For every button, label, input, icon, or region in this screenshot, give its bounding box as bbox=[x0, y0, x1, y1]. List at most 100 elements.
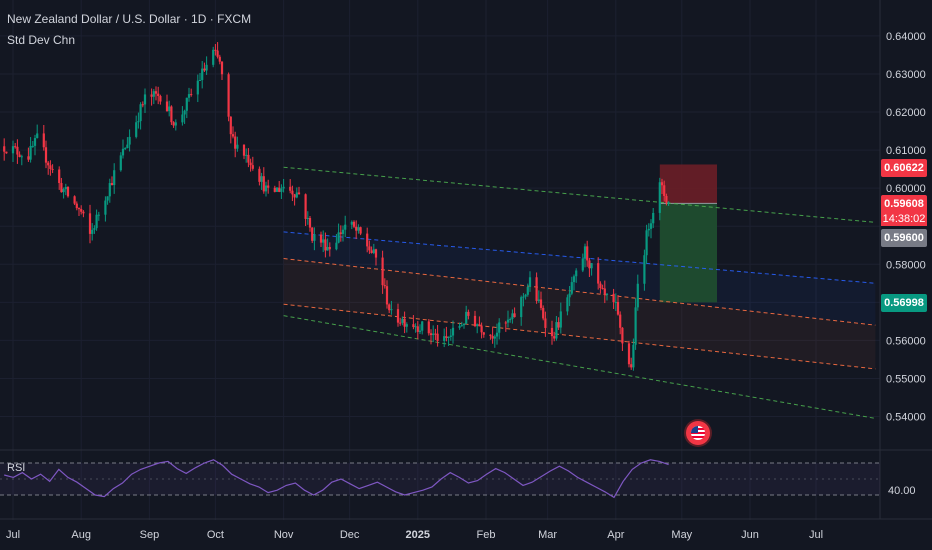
candle-body bbox=[20, 156, 23, 158]
rsi-pane-label[interactable]: RSI bbox=[7, 462, 26, 474]
channel-mid-line bbox=[283, 231, 876, 284]
candle-body bbox=[412, 324, 415, 327]
candle-body bbox=[421, 321, 424, 331]
candle-body bbox=[385, 286, 389, 305]
candle-body bbox=[91, 229, 94, 234]
channel-fills bbox=[283, 231, 876, 369]
candle-body bbox=[324, 239, 327, 251]
candle-body bbox=[381, 257, 384, 286]
candle-body bbox=[291, 190, 294, 195]
candle-body bbox=[326, 246, 329, 251]
candle-body bbox=[49, 165, 52, 169]
candle-body bbox=[550, 327, 554, 337]
candle-body bbox=[542, 307, 545, 319]
target-price-tag: 0.56998 bbox=[881, 294, 927, 312]
candle-body bbox=[128, 136, 131, 145]
candle-body bbox=[227, 74, 230, 117]
candle-body bbox=[374, 249, 378, 258]
candle-body bbox=[632, 344, 635, 368]
candle-body bbox=[368, 246, 371, 251]
price-tick-label: 0.64000 bbox=[886, 31, 926, 43]
entry-price-tag: 0.59600 bbox=[881, 229, 927, 247]
candle-body bbox=[229, 116, 232, 135]
candle-body bbox=[627, 343, 631, 365]
candle-body bbox=[403, 318, 406, 327]
channel-outer-lower bbox=[283, 315, 876, 419]
candle-body bbox=[14, 146, 17, 148]
candle-body bbox=[308, 218, 312, 228]
symbol-title[interactable]: New Zealand Dollar / U.S. Dollar · 1D · … bbox=[7, 12, 252, 26]
candle-body bbox=[451, 327, 455, 336]
candle-body bbox=[181, 114, 184, 123]
candle-body bbox=[388, 304, 391, 311]
time-axis: Jul Aug Sep Oct Nov Dec 2025 Feb Mar Apr May Jun Jul bbox=[6, 529, 823, 541]
candle-body bbox=[183, 110, 186, 115]
candle-body bbox=[80, 209, 83, 212]
candle-body bbox=[143, 94, 147, 105]
candle-body bbox=[449, 335, 452, 338]
candle-body bbox=[601, 288, 604, 290]
stop-price-tag: 0.60622 bbox=[881, 159, 927, 177]
indicator-label[interactable]: Std Dev Chn bbox=[7, 33, 76, 47]
candle-body bbox=[553, 336, 556, 339]
candle-body bbox=[64, 187, 67, 190]
candle-body bbox=[304, 194, 307, 219]
candle-body bbox=[11, 146, 15, 154]
time-tick-label: 2025 bbox=[406, 529, 430, 541]
candle-body bbox=[599, 283, 602, 289]
candle-body bbox=[539, 299, 543, 308]
candle-body bbox=[220, 61, 224, 75]
candle-body bbox=[660, 182, 664, 186]
candle-body bbox=[51, 168, 54, 170]
candle-body bbox=[16, 146, 19, 155]
channel-outer-upper bbox=[283, 166, 876, 223]
candle-body bbox=[275, 187, 279, 192]
candle-body bbox=[445, 336, 448, 338]
candle-body bbox=[649, 223, 653, 229]
candle-body bbox=[319, 234, 323, 243]
candle-body bbox=[47, 162, 50, 166]
candle-body bbox=[185, 97, 188, 111]
candle-body bbox=[586, 246, 589, 261]
time-tick-label: Nov bbox=[274, 529, 294, 541]
candle-body bbox=[658, 182, 661, 213]
candle-body bbox=[260, 176, 263, 182]
candle-body bbox=[458, 326, 461, 328]
candle-body bbox=[350, 221, 353, 225]
candle-body bbox=[491, 335, 494, 339]
candle-body bbox=[95, 214, 98, 229]
candle-body bbox=[372, 249, 375, 253]
candle-body bbox=[480, 326, 483, 333]
candle-body bbox=[575, 270, 578, 277]
candle-body bbox=[201, 68, 204, 80]
candle-body bbox=[60, 183, 63, 193]
candle-body bbox=[322, 239, 325, 243]
candle-body bbox=[106, 196, 109, 201]
candle-body bbox=[583, 246, 587, 259]
candle-body bbox=[418, 330, 422, 332]
candle-body bbox=[113, 170, 116, 186]
candle-body bbox=[245, 154, 248, 156]
candle-body bbox=[588, 260, 591, 269]
candle-body bbox=[124, 148, 127, 150]
candle-body bbox=[251, 165, 254, 169]
candle-body bbox=[524, 294, 527, 297]
candle-body bbox=[88, 213, 92, 234]
time-tick-label: Dec bbox=[340, 529, 360, 541]
candle-body bbox=[359, 227, 362, 234]
candle-body bbox=[647, 228, 650, 231]
candle-body bbox=[482, 332, 485, 335]
candle-body bbox=[42, 133, 45, 148]
candle-body bbox=[436, 333, 439, 341]
candle-body bbox=[535, 277, 538, 301]
channel-upper-fill bbox=[283, 231, 876, 326]
candle-body bbox=[337, 232, 340, 243]
candle-body bbox=[559, 311, 562, 328]
candle-body bbox=[159, 96, 162, 102]
us-flag-icon[interactable] bbox=[686, 421, 710, 445]
candle-body bbox=[489, 334, 492, 336]
candle-body bbox=[311, 227, 314, 241]
candle-body bbox=[172, 122, 175, 126]
candle-body bbox=[108, 183, 111, 197]
